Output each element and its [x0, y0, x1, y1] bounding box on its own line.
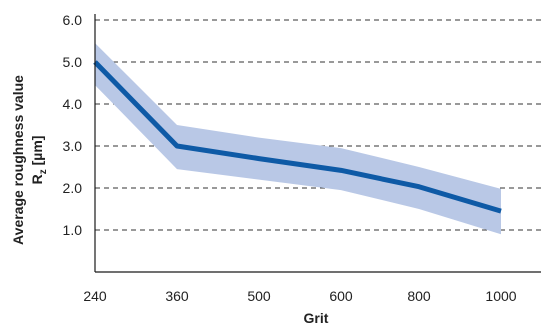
y-tick-label: 1.0: [63, 222, 83, 238]
y-axis-unit-text: [µm]: [29, 136, 45, 170]
x-tick-label: 600: [329, 288, 353, 304]
y-axis-unit-label: Rz [µm]: [29, 136, 49, 185]
x-tick-label: 360: [165, 288, 189, 304]
y-tick-label: 3.0: [63, 138, 83, 154]
y-tick-label: 6.0: [63, 12, 83, 28]
x-tick-label: 240: [83, 288, 107, 304]
x-tick-label: 1000: [485, 288, 516, 304]
y-tick-label: 2.0: [63, 180, 83, 196]
band-layer: [95, 43, 501, 234]
x-tick-labels: 240 360 500 600 800 1000: [83, 288, 516, 304]
confidence-band: [95, 43, 501, 234]
x-tick-label: 800: [407, 288, 431, 304]
y-tick-labels: 6.0 5.0 4.0 3.0 2.0 1.0: [63, 12, 83, 238]
y-tick-label: 5.0: [63, 54, 83, 70]
x-tick-label: 500: [247, 288, 271, 304]
y-axis-label: Average roughness value: [10, 75, 26, 245]
y-axis-unit-base: R: [29, 174, 45, 184]
y-tick-label: 4.0: [63, 96, 83, 112]
x-axis-label: Grit: [304, 310, 329, 326]
